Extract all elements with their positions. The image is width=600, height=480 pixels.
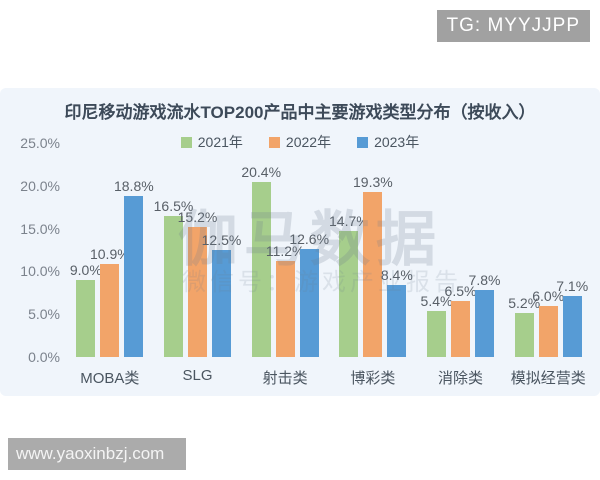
bar-value-label: 6.5%: [444, 283, 477, 300]
y-axis-tick: 20.0%: [20, 177, 60, 194]
site-url-badge: www.yaoxinbzj.com: [8, 438, 186, 470]
bar-value-label: 10.9%: [89, 245, 130, 262]
bars: 5.2% 6.0% 7.1%: [504, 143, 592, 357]
bar-value-label: 5.4%: [420, 292, 453, 309]
bar-group-博彩类: 14.7% 19.3% 8.4% 博彩类: [329, 143, 417, 388]
bar-2022年-消除类: 6.5%: [445, 283, 476, 357]
legend-swatch-icon: [357, 136, 369, 148]
bar-value-label: 12.5%: [201, 232, 242, 248]
legend-label: 2023年: [374, 134, 420, 150]
bar-value-label: 7.1%: [556, 278, 589, 295]
telegram-badge: TG: MYYJJPP: [436, 10, 590, 42]
legend-item-2021年: 2021年: [180, 132, 243, 152]
bar-group-SLG: 16.5% 15.2% 12.5% SLG: [154, 143, 242, 388]
category-label: SLG: [182, 367, 213, 384]
bar-2021年-MOBA类: 9.0%: [70, 262, 102, 357]
bar-value-label: 9.0%: [69, 262, 102, 278]
bar-group-MOBA类: 9.0% 10.9% 18.8% MOBA类: [66, 143, 154, 388]
category-label: 射击类: [262, 370, 308, 387]
bar-2021年-博彩类: 14.7%: [329, 213, 369, 357]
bars: 20.4% 11.2% 12.6%: [241, 143, 329, 357]
bar-2021年-消除类: 5.4%: [421, 293, 452, 357]
bar-value-label: 20.4%: [241, 164, 282, 181]
bar-value-label: 18.8%: [113, 178, 154, 195]
bars: 5.4% 6.5% 7.8%: [417, 143, 505, 357]
bar-group-射击类: 20.4% 11.2% 12.6% 射击类: [241, 143, 329, 388]
category-label: 博彩类: [350, 370, 396, 387]
chart-legend: 2021年 2022年 2023年: [0, 132, 600, 152]
bar-2023年-MOBA类: 18.8%: [114, 178, 154, 357]
bar-value-label: 11.2%: [265, 243, 305, 260]
bar-2023年-消除类: 7.8%: [469, 272, 500, 357]
chart-panel: 印尼移动游戏流水TOP200产品中主要游戏类型分布（按收入） 2021年 2022…: [0, 88, 600, 396]
bar-2022年-SLG: 15.2%: [178, 209, 217, 357]
y-axis-tick: 10.0%: [20, 263, 60, 280]
bar-2021年-模拟经营类: 5.2%: [508, 295, 540, 357]
bar-2023年-模拟经营类: 7.1%: [556, 278, 588, 357]
legend-label: 2021年: [197, 134, 243, 150]
bar-group-模拟经营类: 5.2% 6.0% 7.1% 模拟经营类: [504, 143, 592, 388]
y-axis: 25.0% 20.0% 15.0% 10.0% 5.0% 0.0%: [8, 135, 60, 365]
bars: 14.7% 19.3% 8.4%: [329, 143, 417, 357]
category-label: 消除类: [438, 370, 484, 387]
bar-value-label: 7.8%: [468, 272, 501, 289]
chart-title: 印尼移动游戏流水TOP200产品中主要游戏类型分布（按收入）: [64, 103, 536, 122]
bars: 16.5% 15.2% 12.5%: [154, 143, 241, 357]
category-label: 模拟经营类: [510, 370, 586, 387]
y-axis-tick: 5.0%: [28, 306, 60, 323]
bar-value-label: 14.7%: [328, 213, 369, 230]
bar-2022年-射击类: 11.2%: [266, 243, 305, 357]
bar-groups: 9.0% 10.9% 18.8% MOBA类 16.5% 15.2% 12.5% SLG 20.…: [66, 143, 592, 388]
bar-2022年-MOBA类: 10.9%: [90, 246, 130, 357]
bar-2023年-SLG: 12.5%: [202, 232, 241, 357]
bars: 9.0% 10.9% 18.8%: [66, 143, 154, 357]
category-label: MOBA类: [80, 370, 140, 387]
legend-label: 2022年: [285, 134, 332, 150]
bar-value-label: 12.6%: [289, 231, 330, 248]
y-axis-tick: 15.0%: [20, 220, 60, 237]
bar-value-label: 16.5%: [153, 197, 194, 214]
chart-area: 25.0% 20.0% 15.0% 10.0% 5.0% 0.0% 9.0% 10.9% 18…: [8, 135, 592, 403]
bar-group-消除类: 5.4% 6.5% 7.8% 消除类: [417, 143, 505, 388]
bar-value-label: 19.3%: [352, 173, 393, 190]
bar-value-label: 6.0%: [532, 287, 565, 304]
legend-swatch-icon: [180, 136, 192, 148]
legend-item-2022年: 2022年: [268, 132, 332, 152]
bar-value-label: 8.4%: [380, 267, 413, 284]
bar-value-label: 5.2%: [508, 294, 541, 311]
bar-2023年-射击类: 12.6%: [289, 231, 329, 357]
bar-value-label: 15.2%: [177, 208, 218, 225]
bar-2022年-模拟经营类: 6.0%: [532, 288, 564, 357]
bar-2023年-博彩类: 8.4%: [381, 267, 413, 357]
bar-2021年-SLG: 16.5%: [154, 198, 193, 357]
legend-swatch-icon: [268, 136, 280, 148]
y-axis-tick: 25.0%: [20, 135, 60, 151]
y-axis-tick: 0.0%: [28, 349, 60, 365]
bar-2021年-射击类: 20.4%: [241, 164, 281, 357]
legend-item-2023年: 2023年: [357, 132, 419, 152]
bar-2022年-博彩类: 19.3%: [353, 174, 393, 357]
